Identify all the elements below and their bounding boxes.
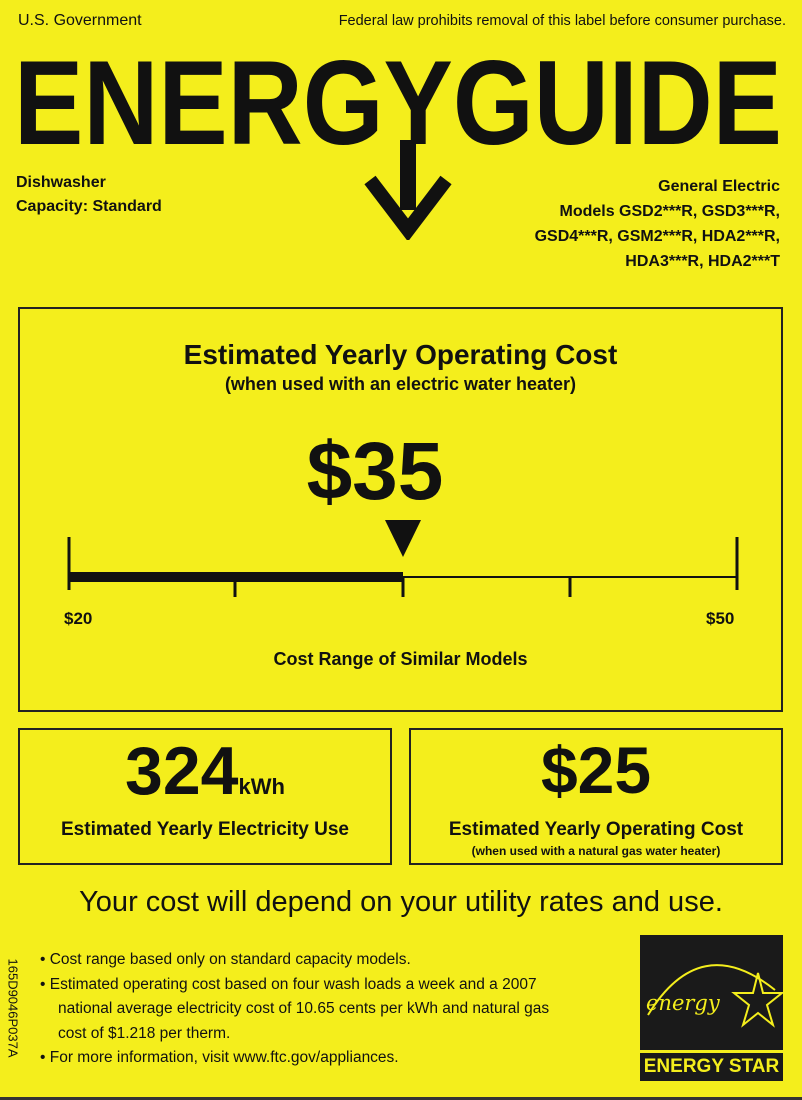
bullet-item: • For more information, visit www.ftc.go… bbox=[40, 1049, 399, 1066]
removal-notice: Federal law prohibits removal of this la… bbox=[338, 13, 786, 29]
gov-label: U.S. Government bbox=[18, 12, 142, 29]
model-line: HDA3***R, HDA2***T bbox=[625, 253, 780, 270]
bullet-item: cost of $1.218 per therm. bbox=[58, 1024, 231, 1042]
energy-star-icon: energy bbox=[640, 935, 783, 1050]
range-min: $20 bbox=[64, 609, 93, 628]
kwh-value-row: 324kWh bbox=[20, 732, 390, 810]
gas-cost-value: $25 bbox=[540, 733, 652, 807]
cost-pointer-icon bbox=[385, 520, 421, 557]
range-label: Cost Range of Similar Models bbox=[273, 649, 528, 669]
energy-script: energy bbox=[646, 991, 721, 1015]
brand: General Electric bbox=[658, 178, 780, 195]
electric-cost-box: Estimated Yearly Operating Cost (when us… bbox=[18, 307, 783, 712]
gas-cost-box: $25 Estimated Yearly Operating Cost (whe… bbox=[409, 728, 783, 865]
bullet-item: • Cost range based only on standard capa… bbox=[40, 951, 411, 968]
cost-range-scale bbox=[67, 520, 739, 597]
gas-cost-sublabel: (when used with a natural gas water heat… bbox=[471, 844, 721, 858]
bullet-item: • Estimated operating cost based on four… bbox=[40, 975, 537, 993]
electricity-label: Estimated Yearly Electricity Use bbox=[61, 819, 349, 840]
model-line: Models GSD2***R, GSD3***R, bbox=[559, 203, 780, 220]
energyguide-logo: ENERGYGUIDE bbox=[14, 40, 782, 240]
cost-value: $35 bbox=[306, 426, 444, 517]
energy-star-text: ENERGY STAR bbox=[640, 1053, 783, 1081]
cost-subtitle: (when used with an electric water heater… bbox=[224, 374, 577, 394]
label-code: 165D9046P037A bbox=[5, 958, 21, 1058]
product-capacity: Capacity: Standard bbox=[16, 198, 162, 215]
bottom-border bbox=[0, 1097, 802, 1100]
manufacturer-block: General Electric Models GSD2***R, GSD3**… bbox=[535, 174, 780, 274]
footnotes: • Cost range based only on standard capa… bbox=[40, 948, 549, 1071]
energy-star-logo: energy ENERGY STAR bbox=[640, 935, 783, 1081]
model-line: GSD4***R, GSM2***R, HDA2***R, bbox=[534, 228, 780, 245]
cost-title: Estimated Yearly Operating Cost bbox=[183, 339, 618, 370]
range-max: $50 bbox=[706, 609, 735, 628]
disclaimer: Your cost will depend on your utility ra… bbox=[79, 886, 723, 918]
bullet-item: national average electricity cost of 10.… bbox=[58, 1000, 550, 1017]
product-type: Dishwasher bbox=[16, 174, 106, 191]
kwh-unit: kWh bbox=[238, 774, 285, 799]
kwh-value: 324 bbox=[125, 733, 239, 809]
electricity-use-box: 324kWh Estimated Yearly Electricity Use bbox=[18, 728, 392, 865]
gas-cost-label: Estimated Yearly Operating Cost bbox=[448, 819, 744, 840]
energyguide-title: ENERGYGUIDE bbox=[14, 40, 782, 170]
down-arrow-icon bbox=[364, 140, 452, 240]
